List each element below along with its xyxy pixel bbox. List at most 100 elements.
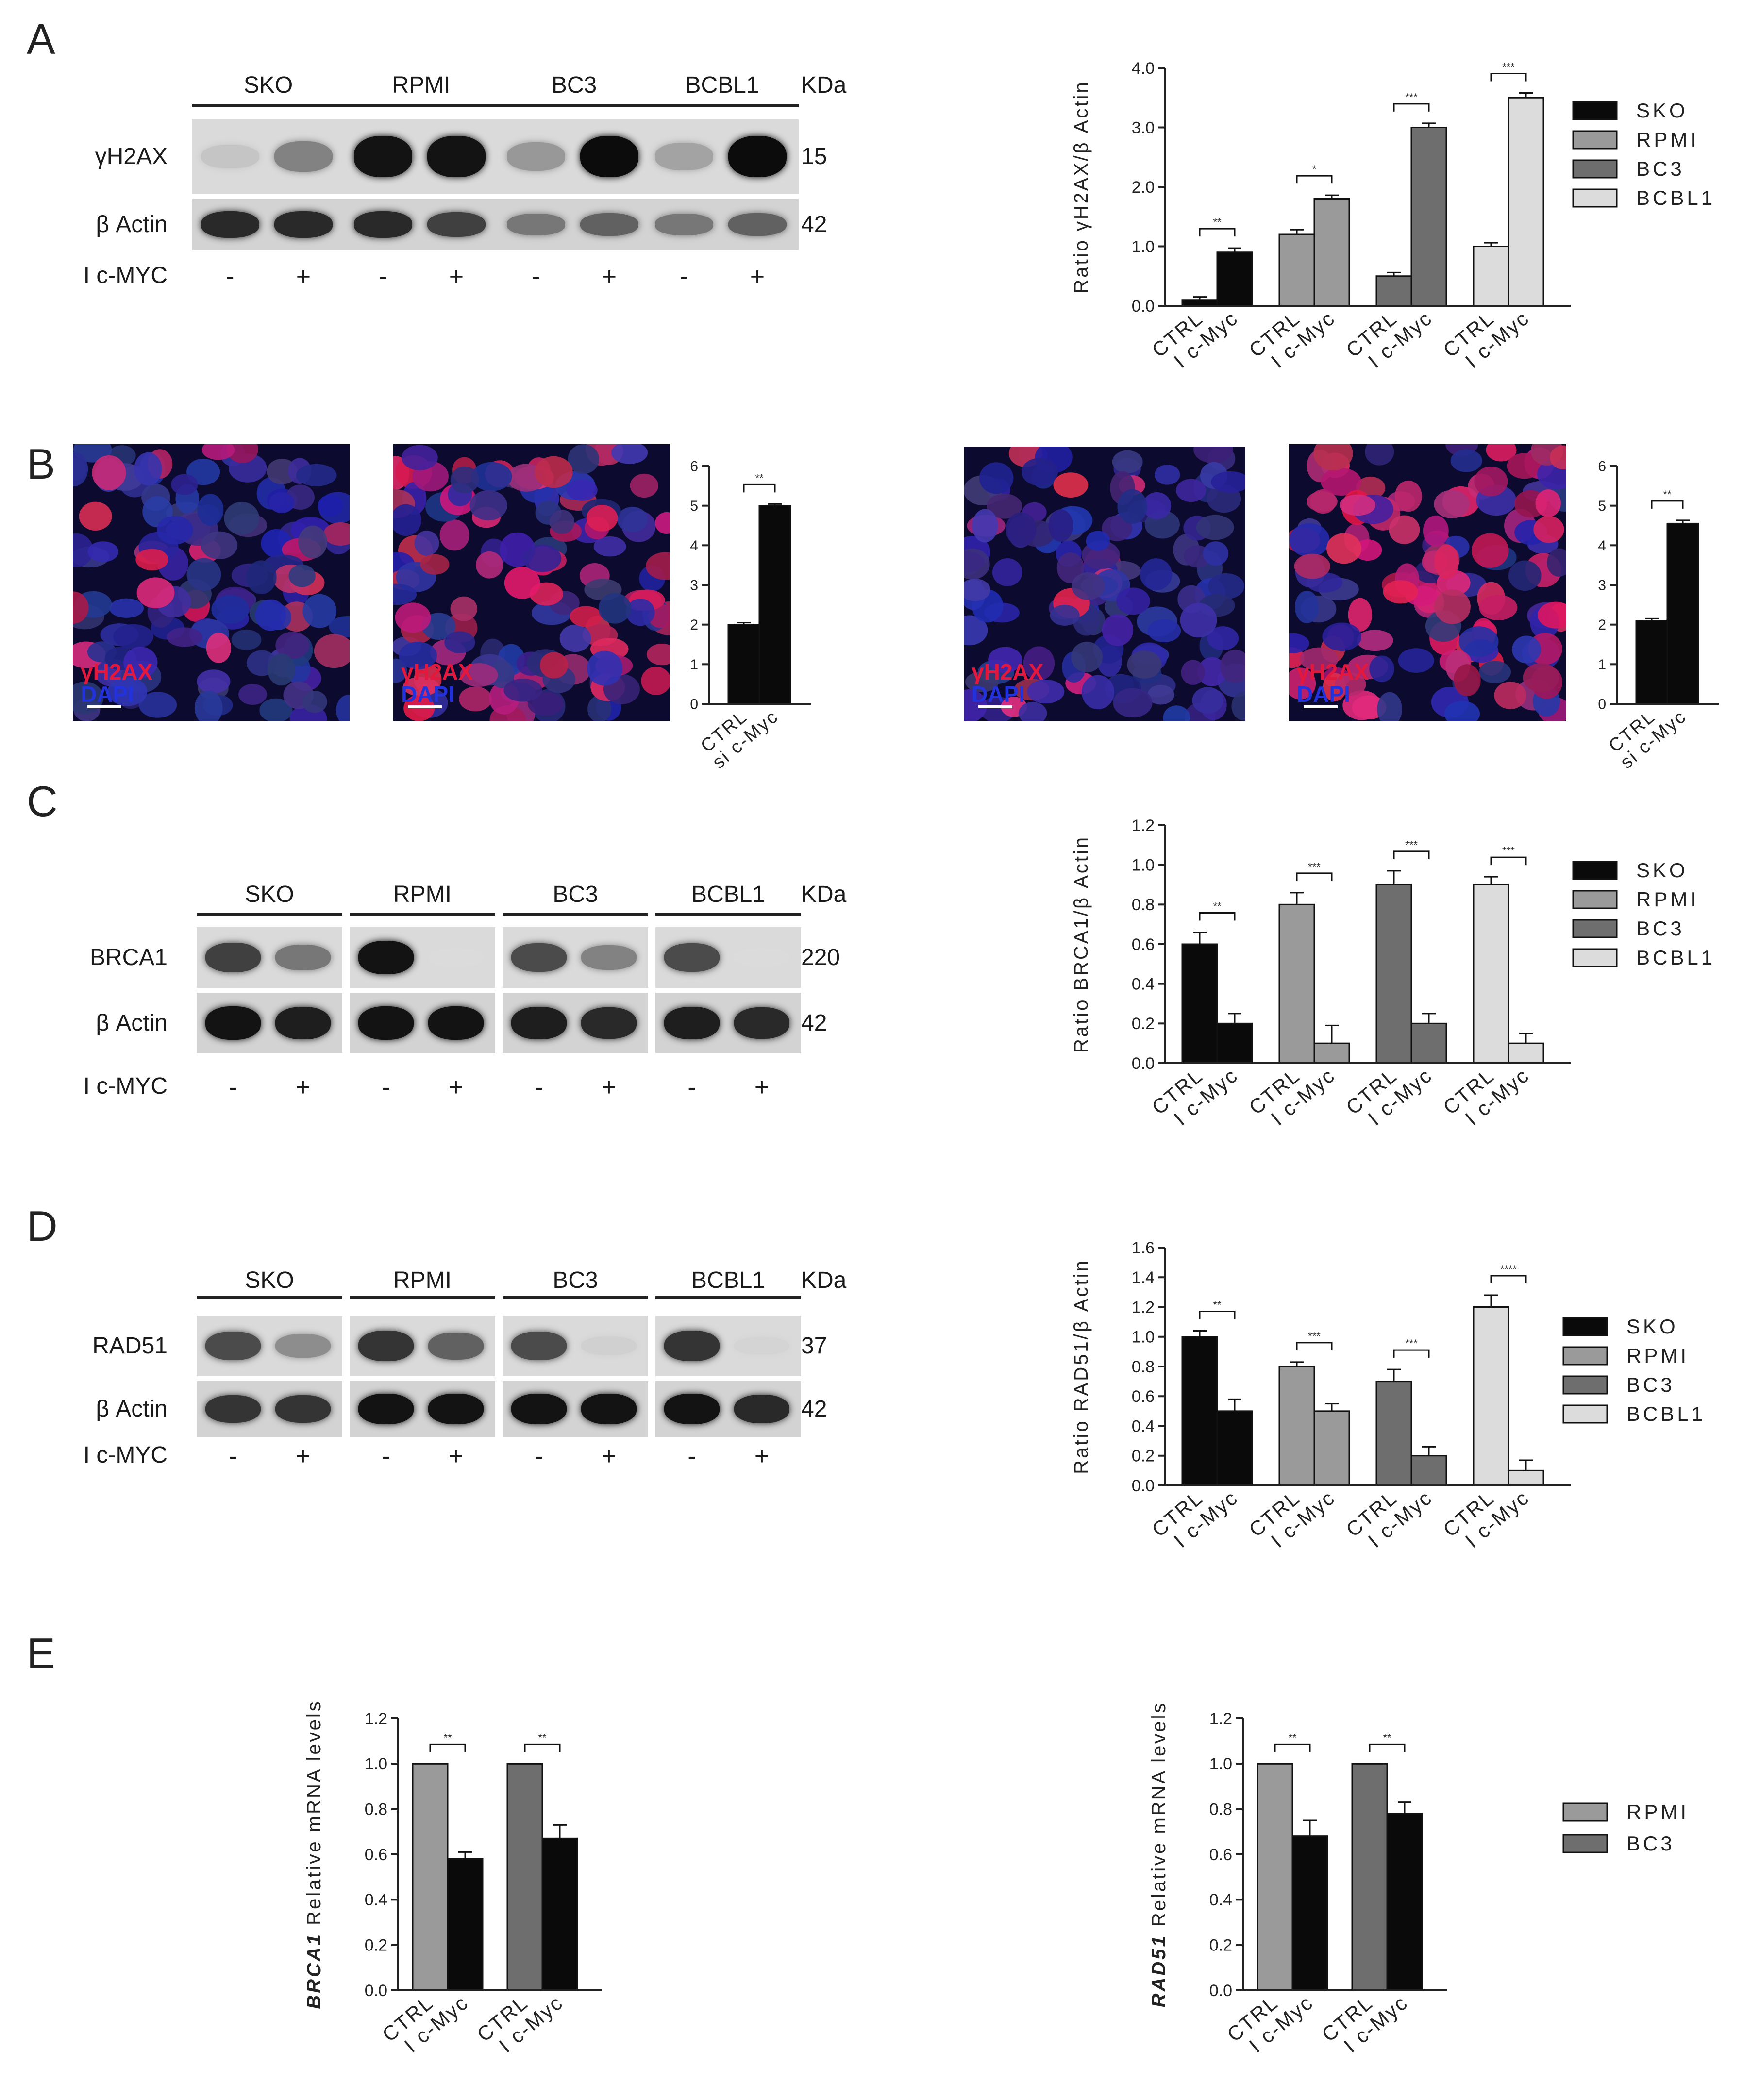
cell-nucleus [1533, 516, 1564, 543]
cell-nucleus [1027, 679, 1065, 704]
cell-nucleus [1220, 650, 1245, 683]
y-tick-label: 5 [690, 498, 698, 514]
kda-value: 42 [801, 1010, 827, 1036]
plus-sign: + [601, 1442, 617, 1470]
bar [1508, 1469, 1544, 1486]
bar [1410, 1022, 1447, 1064]
cell-nucleus [645, 552, 670, 580]
bar [1291, 1835, 1328, 1991]
western-blot-a: SKO - + RPMI - + BC3 - + BCBL1 - + γH2AX β Actin I c-M… [0, 0, 874, 340]
cell-nucleus [1117, 489, 1147, 524]
cell-nucleus [964, 615, 988, 646]
cell-nucleus [1006, 512, 1037, 547]
y-axis-label-text: Relative mRNA levels [1148, 1701, 1170, 1927]
cell-nucleus [1512, 635, 1541, 664]
significance-stars: ** [443, 1732, 452, 1744]
protein-band [728, 213, 787, 236]
legend-swatch [1572, 188, 1618, 208]
y-tick-label: 2 [1598, 617, 1606, 633]
plus-sign: + [448, 1073, 464, 1101]
protein-band [654, 214, 713, 235]
cell-nucleus [1289, 633, 1309, 654]
bar [758, 505, 791, 705]
cell-nucleus [549, 510, 575, 534]
y-tick-label: 0.6 [1209, 1846, 1232, 1864]
blot-row-label: γH2AX [95, 143, 168, 169]
cell-nucleus [503, 679, 543, 702]
cell-nucleus [298, 525, 327, 559]
legend-swatch [1562, 1317, 1608, 1336]
blot-strip-actin [646, 199, 799, 250]
cell-nucleus [134, 452, 162, 486]
cell-nucleus [1050, 604, 1080, 626]
blot-row-label: β Actin [96, 1010, 168, 1036]
cell-nucleus [1365, 444, 1394, 466]
cell-line-label: BC3 [551, 72, 597, 98]
y-axis-label-gene: RAD51 [1148, 1927, 1170, 2007]
bar [1386, 1813, 1423, 1991]
treatment-label: I c-MYC [83, 1073, 168, 1099]
y-axis-label: RAD51 Relative mRNA levels [1148, 1701, 1170, 2008]
y-tick-label: 4.0 [1132, 59, 1155, 78]
cell-nucleus [1321, 467, 1361, 496]
significance-stars: ** [1288, 1732, 1297, 1744]
bar [1216, 251, 1253, 307]
cell-nucleus [231, 629, 262, 650]
legend-label: BC3 [1626, 1832, 1675, 1855]
cell-nucleus [1207, 626, 1239, 650]
significance-bracket [1369, 1743, 1406, 1752]
kda-value: 220 [801, 944, 840, 970]
significance-stars: *** [1502, 61, 1515, 73]
cell-nucleus [1508, 560, 1542, 591]
micrograph-ctrl-2: γH2AX DAPI [964, 447, 1245, 721]
blot-strip-actin [192, 199, 345, 250]
y-tick-label: 0.0 [1132, 1054, 1155, 1073]
cell-nucleus [1193, 447, 1233, 464]
cell-nucleus [450, 596, 478, 621]
cell-nucleus [401, 445, 438, 470]
cell-nucleus [1494, 682, 1526, 709]
cell-nucleus [1377, 692, 1402, 721]
lane-divider-line [192, 104, 345, 107]
cell-nucleus [1113, 688, 1153, 718]
cell-nucleus [393, 583, 417, 605]
cell-nucleus [964, 551, 985, 573]
blot-strip-target [345, 119, 498, 194]
protein-band [353, 136, 412, 177]
cell-nucleus [1140, 558, 1173, 591]
lane-divider-line [655, 913, 801, 916]
cell-nucleus [641, 667, 670, 695]
y-axis-label-gene: BRCA1 [303, 1925, 325, 2009]
protein-band [205, 1395, 261, 1423]
cell-nucleus [1299, 647, 1339, 671]
cell-nucleus [171, 474, 198, 495]
protein-band [581, 1007, 637, 1039]
y-tick-label: 1.0 [1209, 1755, 1232, 1773]
bar-chart-e2: 0.0 0.2 0.4 0.6 0.8 1.0 1.2 RAD51 Relative mRNA… [1148, 1701, 1689, 2057]
cell-nucleus [1086, 531, 1110, 551]
protein-band [580, 135, 638, 178]
y-tick-label: 0.0 [1132, 1477, 1155, 1495]
cell-nucleus [73, 533, 93, 567]
cell-nucleus [1231, 691, 1245, 721]
significance-stars: ** [755, 472, 764, 484]
cell-nucleus [393, 504, 421, 536]
cell-nucleus [268, 653, 295, 686]
plus-sign: + [295, 1073, 311, 1101]
significance-bracket [1393, 850, 1430, 859]
cell-line-label: BC3 [553, 882, 598, 907]
protein-band [428, 949, 484, 967]
significance-bracket [1199, 912, 1236, 921]
cell-nucleus [1289, 523, 1330, 557]
cell-nucleus [646, 643, 670, 666]
bar [541, 1837, 578, 1991]
cell-nucleus [1196, 515, 1234, 540]
blot-strip-target [197, 927, 342, 988]
kda-label: KDa [801, 1267, 847, 1293]
legend-label: RPMI [1626, 1800, 1689, 1823]
legend-swatch [1572, 948, 1618, 967]
protein-band [275, 945, 331, 970]
cell-nucleus [567, 479, 598, 501]
significance-stars: *** [1502, 845, 1515, 857]
